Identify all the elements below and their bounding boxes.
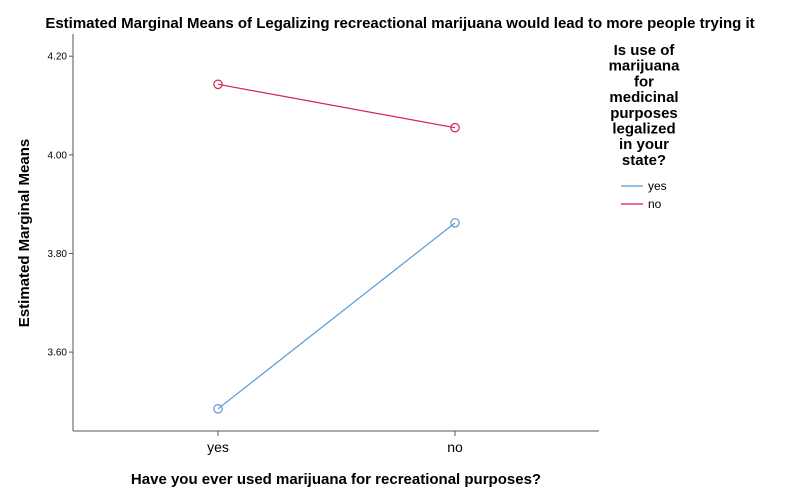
series-line-yes: [217, 222, 456, 410]
y-ticks: 3.60 3.80 4.00 4.20: [48, 52, 73, 359]
legend-title-line: for: [634, 73, 654, 90]
plot-area: [72, 34, 599, 432]
x-tick-label: yes: [207, 439, 229, 455]
y-tick-label: 4.00: [48, 150, 68, 161]
series-line-no: [217, 83, 456, 129]
legend-title-line: Is use of: [614, 42, 676, 59]
legend-title: Is use ofmarijuanaformedicinalpurposesle…: [609, 42, 681, 169]
x-ticks: yes no: [207, 431, 463, 455]
data-point-no: [450, 122, 460, 133]
x-tick-label: no: [447, 439, 463, 455]
legend-label-no: no: [648, 197, 662, 211]
y-axis-title: Estimated Marginal Means: [16, 139, 33, 327]
chart-title: Estimated Marginal Means of Legalizing r…: [45, 15, 754, 32]
legend-items: yes no: [621, 179, 667, 211]
legend-title-line: medicinal: [609, 89, 678, 106]
y-tick-label: 4.20: [48, 52, 68, 63]
data-point-no: [213, 79, 223, 90]
y-tick-label: 3.60: [48, 348, 68, 359]
legend-title-line: legalized: [612, 121, 675, 138]
x-axis-title: Have you ever used marijuana for recreat…: [131, 471, 541, 488]
legend-label-yes: yes: [648, 179, 667, 193]
legend-title-line: marijuana: [609, 58, 681, 75]
y-tick-label: 3.80: [48, 249, 68, 260]
data-point-yes: [213, 404, 223, 414]
legend-title-line: in your: [619, 136, 669, 153]
legend: Is use ofmarijuanaformedicinalpurposesle…: [609, 42, 681, 211]
legend-title-line: purposes: [610, 105, 678, 122]
series-layer: [213, 79, 460, 414]
legend-title-line: state?: [622, 152, 666, 169]
data-point-yes: [450, 218, 460, 228]
